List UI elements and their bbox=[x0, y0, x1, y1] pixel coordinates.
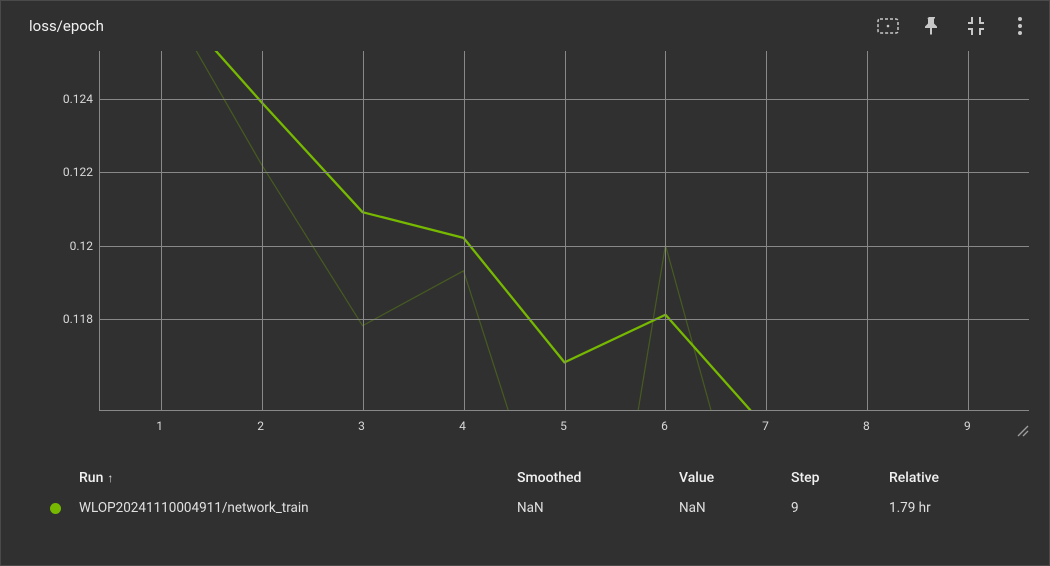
pin-icon bbox=[923, 16, 941, 36]
x-tick-label: 6 bbox=[661, 419, 668, 433]
run-step-cell: 9 bbox=[791, 500, 889, 516]
run-color-cell bbox=[31, 503, 79, 514]
resize-handle[interactable] bbox=[1015, 423, 1029, 437]
grid-line-v bbox=[968, 51, 969, 410]
grid-line-v bbox=[766, 51, 767, 410]
x-axis: 1 2 3 4 5 6 7 8 9 bbox=[99, 411, 1029, 441]
table-row[interactable]: WLOP20241110004911/network_trainNaNNaN91… bbox=[31, 493, 1029, 523]
col-relative-header[interactable]: Relative bbox=[889, 470, 1029, 486]
sort-arrow-icon: ↑ bbox=[107, 471, 113, 485]
run-relative-cell: 1.79 hr bbox=[889, 500, 1029, 516]
col-run-header[interactable]: Run ↑ bbox=[79, 470, 517, 486]
x-tick-label: 2 bbox=[257, 419, 264, 433]
runs-table: Run ↑ Smoothed Value Step Relative WLOP20… bbox=[31, 463, 1029, 523]
col-step-header[interactable]: Step bbox=[791, 470, 889, 486]
chart-panel: loss/epoch bbox=[0, 0, 1050, 566]
x-tick-label: 9 bbox=[964, 419, 971, 433]
pin-button[interactable] bbox=[921, 15, 943, 37]
chart-title: loss/epoch bbox=[29, 17, 104, 35]
fullscreen-exit-icon bbox=[966, 16, 986, 36]
grid-line-v bbox=[262, 51, 263, 410]
run-smoothed-cell: NaN bbox=[517, 500, 679, 516]
run-color-dot bbox=[50, 503, 61, 514]
more-vert-icon bbox=[1017, 16, 1023, 36]
panel-header: loss/epoch bbox=[1, 1, 1049, 51]
col-relative-label: Relative bbox=[889, 470, 939, 486]
col-smoothed-label: Smoothed bbox=[517, 470, 581, 486]
x-tick-label: 7 bbox=[762, 419, 769, 433]
grid-line-v bbox=[867, 51, 868, 410]
y-tick-label: 0.124 bbox=[33, 92, 93, 106]
resize-handle-icon bbox=[1015, 423, 1029, 437]
grid-line-v bbox=[565, 51, 566, 410]
col-value-header[interactable]: Value bbox=[679, 470, 791, 486]
col-step-label: Step bbox=[791, 470, 820, 486]
plot-area[interactable] bbox=[99, 51, 1029, 411]
chart-area[interactable]: 0.118 0.12 0.122 0.124 1 2 3 4 5 6 7 8 9 bbox=[31, 51, 1029, 451]
x-tick-label: 8 bbox=[863, 419, 870, 433]
col-smoothed-header[interactable]: Smoothed bbox=[517, 470, 679, 486]
y-tick-label: 0.12 bbox=[33, 239, 93, 253]
grid-line-v bbox=[363, 51, 364, 410]
fit-domain-button[interactable] bbox=[877, 15, 899, 37]
grid-line-v bbox=[161, 51, 162, 410]
col-value-label: Value bbox=[679, 470, 714, 486]
panel-toolbar bbox=[877, 15, 1031, 37]
x-tick-label: 3 bbox=[358, 419, 365, 433]
run-name-cell: WLOP20241110004911/network_train bbox=[79, 500, 517, 516]
col-run-label: Run bbox=[79, 470, 103, 486]
x-tick-label: 4 bbox=[459, 419, 466, 433]
x-tick-label: 5 bbox=[560, 419, 567, 433]
y-tick-label: 0.122 bbox=[33, 165, 93, 179]
x-tick-label: 1 bbox=[156, 419, 163, 433]
run-value-cell: NaN bbox=[679, 500, 791, 516]
y-tick-label: 0.118 bbox=[33, 312, 93, 326]
grid-line-v bbox=[665, 51, 666, 410]
fullscreen-exit-button[interactable] bbox=[965, 15, 987, 37]
more-options-button[interactable] bbox=[1009, 15, 1031, 37]
fit-domain-icon bbox=[877, 18, 899, 34]
grid-line-v bbox=[464, 51, 465, 410]
runs-table-body: WLOP20241110004911/network_trainNaNNaN91… bbox=[31, 493, 1029, 523]
runs-table-header: Run ↑ Smoothed Value Step Relative bbox=[31, 463, 1029, 493]
y-axis: 0.118 0.12 0.122 0.124 bbox=[31, 51, 99, 411]
